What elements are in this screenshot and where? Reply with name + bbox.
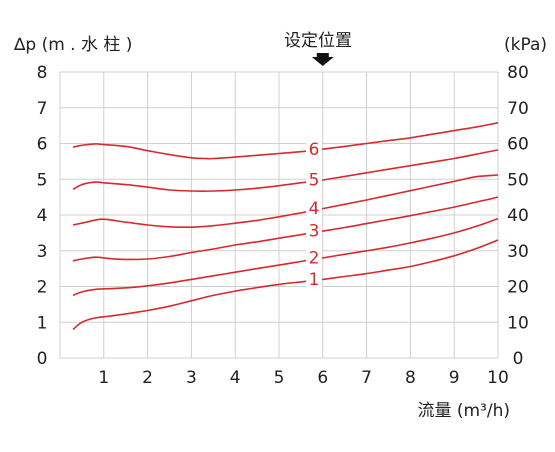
series-label-2: 2 — [309, 249, 320, 269]
series-label-bg — [306, 270, 323, 289]
y-tick-label-left: 2 — [37, 278, 48, 298]
y-tick-label-right: 70 — [507, 99, 529, 119]
x-tick-label: 2 — [142, 368, 153, 388]
x-tick-label: 8 — [405, 368, 416, 388]
series-line-1 — [72, 239, 499, 331]
series-label-bg — [306, 199, 323, 218]
y-tick-label-left: 3 — [37, 242, 48, 262]
y-tick-label-right: 50 — [507, 170, 529, 190]
chart-grid — [59, 71, 499, 359]
y-tick-label-left: 7 — [37, 99, 48, 119]
y-tick-label-right: 0 — [513, 349, 524, 369]
series-label-4: 4 — [309, 199, 320, 219]
y-axis-right-label: (kPa) — [504, 35, 547, 55]
series-label-5: 5 — [309, 171, 320, 191]
y-tick-label-right: 10 — [507, 313, 529, 333]
x-tick-label: 4 — [230, 368, 241, 388]
series-label-3: 3 — [309, 222, 320, 242]
y-tick-label-right: 60 — [507, 135, 529, 155]
y-axis-left-label: ∆p (m . 水 柱 ) — [13, 35, 132, 55]
series-line-4 — [72, 174, 499, 229]
series-label-1: 1 — [309, 270, 320, 290]
series-lines — [72, 122, 499, 331]
series-line-6 — [72, 122, 499, 160]
y-tick-label-right: 20 — [507, 278, 529, 298]
series-label-bg — [306, 170, 323, 189]
series-label-bg — [306, 221, 323, 240]
y-tick-label-right: 80 — [507, 63, 529, 83]
y-tick-label-left: 1 — [37, 313, 48, 333]
y-tick-label-left: 6 — [37, 135, 48, 155]
x-tick-label: 1 — [98, 368, 109, 388]
x-axis-label: 流量 (m³/h) — [417, 401, 510, 421]
y-tick-label-left: 8 — [37, 63, 48, 83]
series-line-3 — [72, 196, 499, 262]
series-label-bg — [306, 139, 323, 158]
x-tick-label: 10 — [487, 368, 509, 388]
y-axis-right: 0 10 20 30 40 50 60 70 80 — [507, 63, 529, 369]
y-tick-label-left: 4 — [37, 206, 48, 226]
series-line-5 — [72, 149, 499, 192]
set-position-arrow-icon — [311, 53, 334, 66]
series-labels: 12 3 4 5 6 — [306, 139, 323, 290]
y-tick-label-left: 0 — [37, 349, 48, 369]
x-tick-label: 6 — [317, 368, 328, 388]
x-tick-label: 5 — [274, 368, 285, 388]
series-label-6: 6 — [309, 140, 320, 160]
series-label-bg — [306, 248, 323, 267]
y-tick-label-left: 5 — [37, 170, 48, 190]
set-position-label: 设定位置 — [284, 31, 352, 51]
x-axis: 1 2 3 4 5 6 7 8 9 10 — [98, 368, 508, 388]
series-line-2 — [72, 217, 499, 297]
x-tick-label: 3 — [186, 368, 197, 388]
y-tick-label-right: 40 — [507, 206, 529, 226]
y-axis-left: 0 1 2 3 4 5 6 7 8 — [37, 63, 48, 369]
x-tick-label: 9 — [449, 368, 460, 388]
x-tick-label: 7 — [361, 368, 372, 388]
y-tick-label-right: 30 — [507, 242, 529, 262]
